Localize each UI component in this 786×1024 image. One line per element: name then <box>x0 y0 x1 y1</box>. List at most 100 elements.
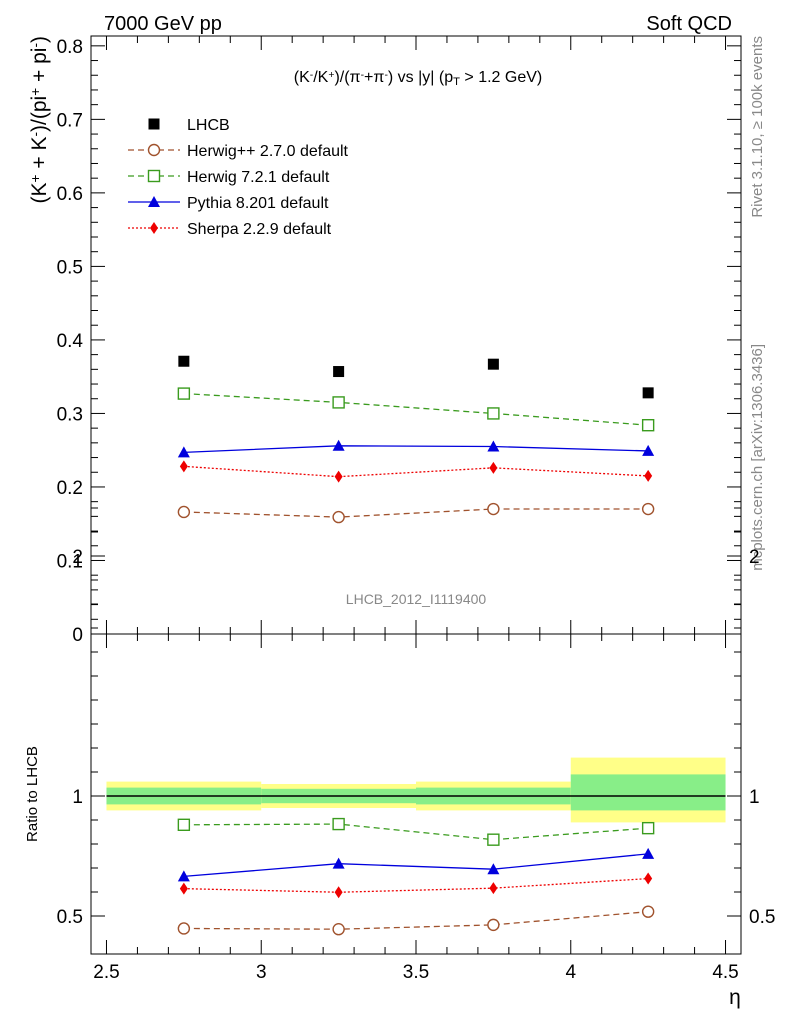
data-point-herwigpp <box>487 502 500 516</box>
data-point-herwig7 <box>487 407 500 420</box>
analysis-tag: LHCB_2012_I1119400 <box>346 591 487 607</box>
main-y-tick-label: 0.5 <box>57 257 83 278</box>
data-point-herwig7 <box>332 396 345 409</box>
ratio-y-tick-label: 2 <box>72 547 83 568</box>
legend-marker-sherpa <box>150 222 158 234</box>
data-point-sherpa <box>644 872 653 885</box>
main-y-tick-label: 0.8 <box>57 37 83 58</box>
main-y-tick-label: 0 <box>72 625 83 646</box>
data-point-sherpa <box>179 460 188 473</box>
data-point-herwig7 <box>641 821 655 835</box>
series-sherpa <box>179 872 653 899</box>
series-line-pythia <box>183 853 649 878</box>
legend-marker-herwig7 <box>147 169 161 183</box>
ratio-band-inner <box>570 774 726 811</box>
data-point-lhcb <box>642 387 654 399</box>
data-point-herwigpp <box>641 905 655 918</box>
ratio-series <box>177 817 655 936</box>
series-pythia <box>177 439 655 458</box>
series-line-sherpa <box>183 877 649 893</box>
legend-label-sherpa: Sherpa 2.2.9 default <box>187 221 332 238</box>
data-point-pythia <box>177 446 190 458</box>
legend-label-herwig7: Herwig 7.2.1 default <box>187 169 330 186</box>
series-pythia <box>177 847 655 882</box>
main-y-tick-label: 0.7 <box>57 110 83 131</box>
ratio-y-axis-label: Ratio to LHCB <box>24 746 41 842</box>
data-point-lhcb <box>333 366 345 378</box>
legend-label-lhcb: LHCB <box>187 117 230 134</box>
main-y-tick-label: 0.6 <box>57 184 83 205</box>
x-ticks: 2.5 3 3.5 4 4.5 <box>93 634 739 983</box>
data-point-herwig7 <box>332 817 345 831</box>
legend-entry-pythia: Pythia 8.201 default <box>128 195 329 212</box>
data-point-herwig7 <box>487 833 500 846</box>
series-line-herwig7 <box>183 823 649 841</box>
main-y-tick-label: 0.1 <box>57 551 83 572</box>
data-point-pythia <box>642 847 655 859</box>
ratio-y-ticks: 0.5 0.5 1 1 2 2 <box>57 507 775 928</box>
ratio-y-tick-label-right: 1 <box>749 787 760 808</box>
data-point-lhcb <box>178 355 190 367</box>
series-line-sherpa <box>183 465 649 478</box>
x-tick-label: 4 <box>565 962 576 983</box>
data-point-pythia <box>332 857 345 869</box>
legend-label-pythia: Pythia 8.201 default <box>187 195 329 212</box>
data-point-sherpa <box>179 882 188 895</box>
series-line-herwigpp <box>183 508 649 518</box>
main-panel: 0 0.1 0.2 0.3 0.4 0.5 0.6 0.7 0.8 (K-/K+)/(π-+π-… <box>28 35 742 646</box>
main-y-tick-label: 0.3 <box>57 404 83 425</box>
data-point-sherpa <box>334 886 343 899</box>
main-y-axis-label: (K+ + K-)/(pi+ + pi-) <box>28 36 51 203</box>
ratio-y-tick-label: 1 <box>72 787 83 808</box>
data-point-herwigpp <box>177 505 191 519</box>
data-point-pythia <box>487 863 500 875</box>
x-tick-label: 3 <box>256 962 267 983</box>
data-point-herwigpp <box>641 502 655 516</box>
data-point-herwigpp <box>332 510 345 524</box>
data-point-herwigpp <box>487 918 500 932</box>
data-point-pythia <box>642 444 655 456</box>
legend-entry-lhcb: LHCB <box>148 117 230 134</box>
series-lhcb <box>178 355 654 399</box>
ratio-y-tick-label: 0.5 <box>57 907 83 928</box>
main-x-ticks <box>105 36 727 634</box>
series-herwig7 <box>177 387 655 432</box>
legend-entry-herwig7: Herwig 7.2.1 default <box>128 169 330 186</box>
main-y-ticks: 0 0.1 0.2 0.3 0.4 0.5 0.6 0.7 0.8 <box>57 37 741 646</box>
data-point-herwig7 <box>641 419 655 432</box>
series-herwig7 <box>177 817 655 846</box>
chart-title: (K-/K+)/(π-+π-) vs |y| (pT > 1.2 GeV) <box>294 69 542 88</box>
legend-label-herwigpp: Herwig++ 2.7.0 default <box>187 143 349 160</box>
main-y-tick-label: 0.4 <box>57 331 84 352</box>
data-point-sherpa <box>489 461 498 474</box>
data-point-herwigpp <box>332 923 345 936</box>
data-point-pythia <box>332 439 345 451</box>
series-herwigpp <box>177 502 655 524</box>
header-right: Soft QCD <box>646 13 732 35</box>
series-line-herwigpp <box>183 911 649 930</box>
x-tick-label: 4.5 <box>712 962 738 983</box>
rivet-version-text: Rivet 3.1.10, ≥ 100k events <box>749 36 766 218</box>
header-left: 7000 GeV pp <box>104 13 222 35</box>
x-tick-label: 2.5 <box>93 962 119 983</box>
data-point-sherpa <box>334 470 343 483</box>
data-point-herwig7 <box>177 387 191 400</box>
data-point-sherpa <box>644 469 653 482</box>
data-point-lhcb <box>487 358 499 370</box>
ratio-uncertainty-bands <box>106 757 726 823</box>
main-series <box>177 355 655 524</box>
data-point-pythia <box>177 870 190 882</box>
legend-marker-pythia <box>148 196 160 207</box>
data-point-herwig7 <box>177 818 191 831</box>
x-tick-label: 3.5 <box>403 962 429 983</box>
data-point-herwigpp <box>177 922 191 935</box>
series-herwigpp <box>177 905 655 936</box>
legend-entry-sherpa: Sherpa 2.2.9 default <box>128 221 332 238</box>
ratio-y-tick-label-right: 2 <box>749 547 760 568</box>
series-sherpa <box>179 460 653 483</box>
legend-entry-herwigpp: Herwig++ 2.7.0 default <box>128 143 349 160</box>
data-point-pythia <box>487 440 500 452</box>
main-y-tick-label: 0.2 <box>57 478 83 499</box>
ratio-panel: 0.5 0.5 1 1 2 2 2.5 3 3.5 4 4.5 Ratio to LHCB η <box>24 36 775 1009</box>
